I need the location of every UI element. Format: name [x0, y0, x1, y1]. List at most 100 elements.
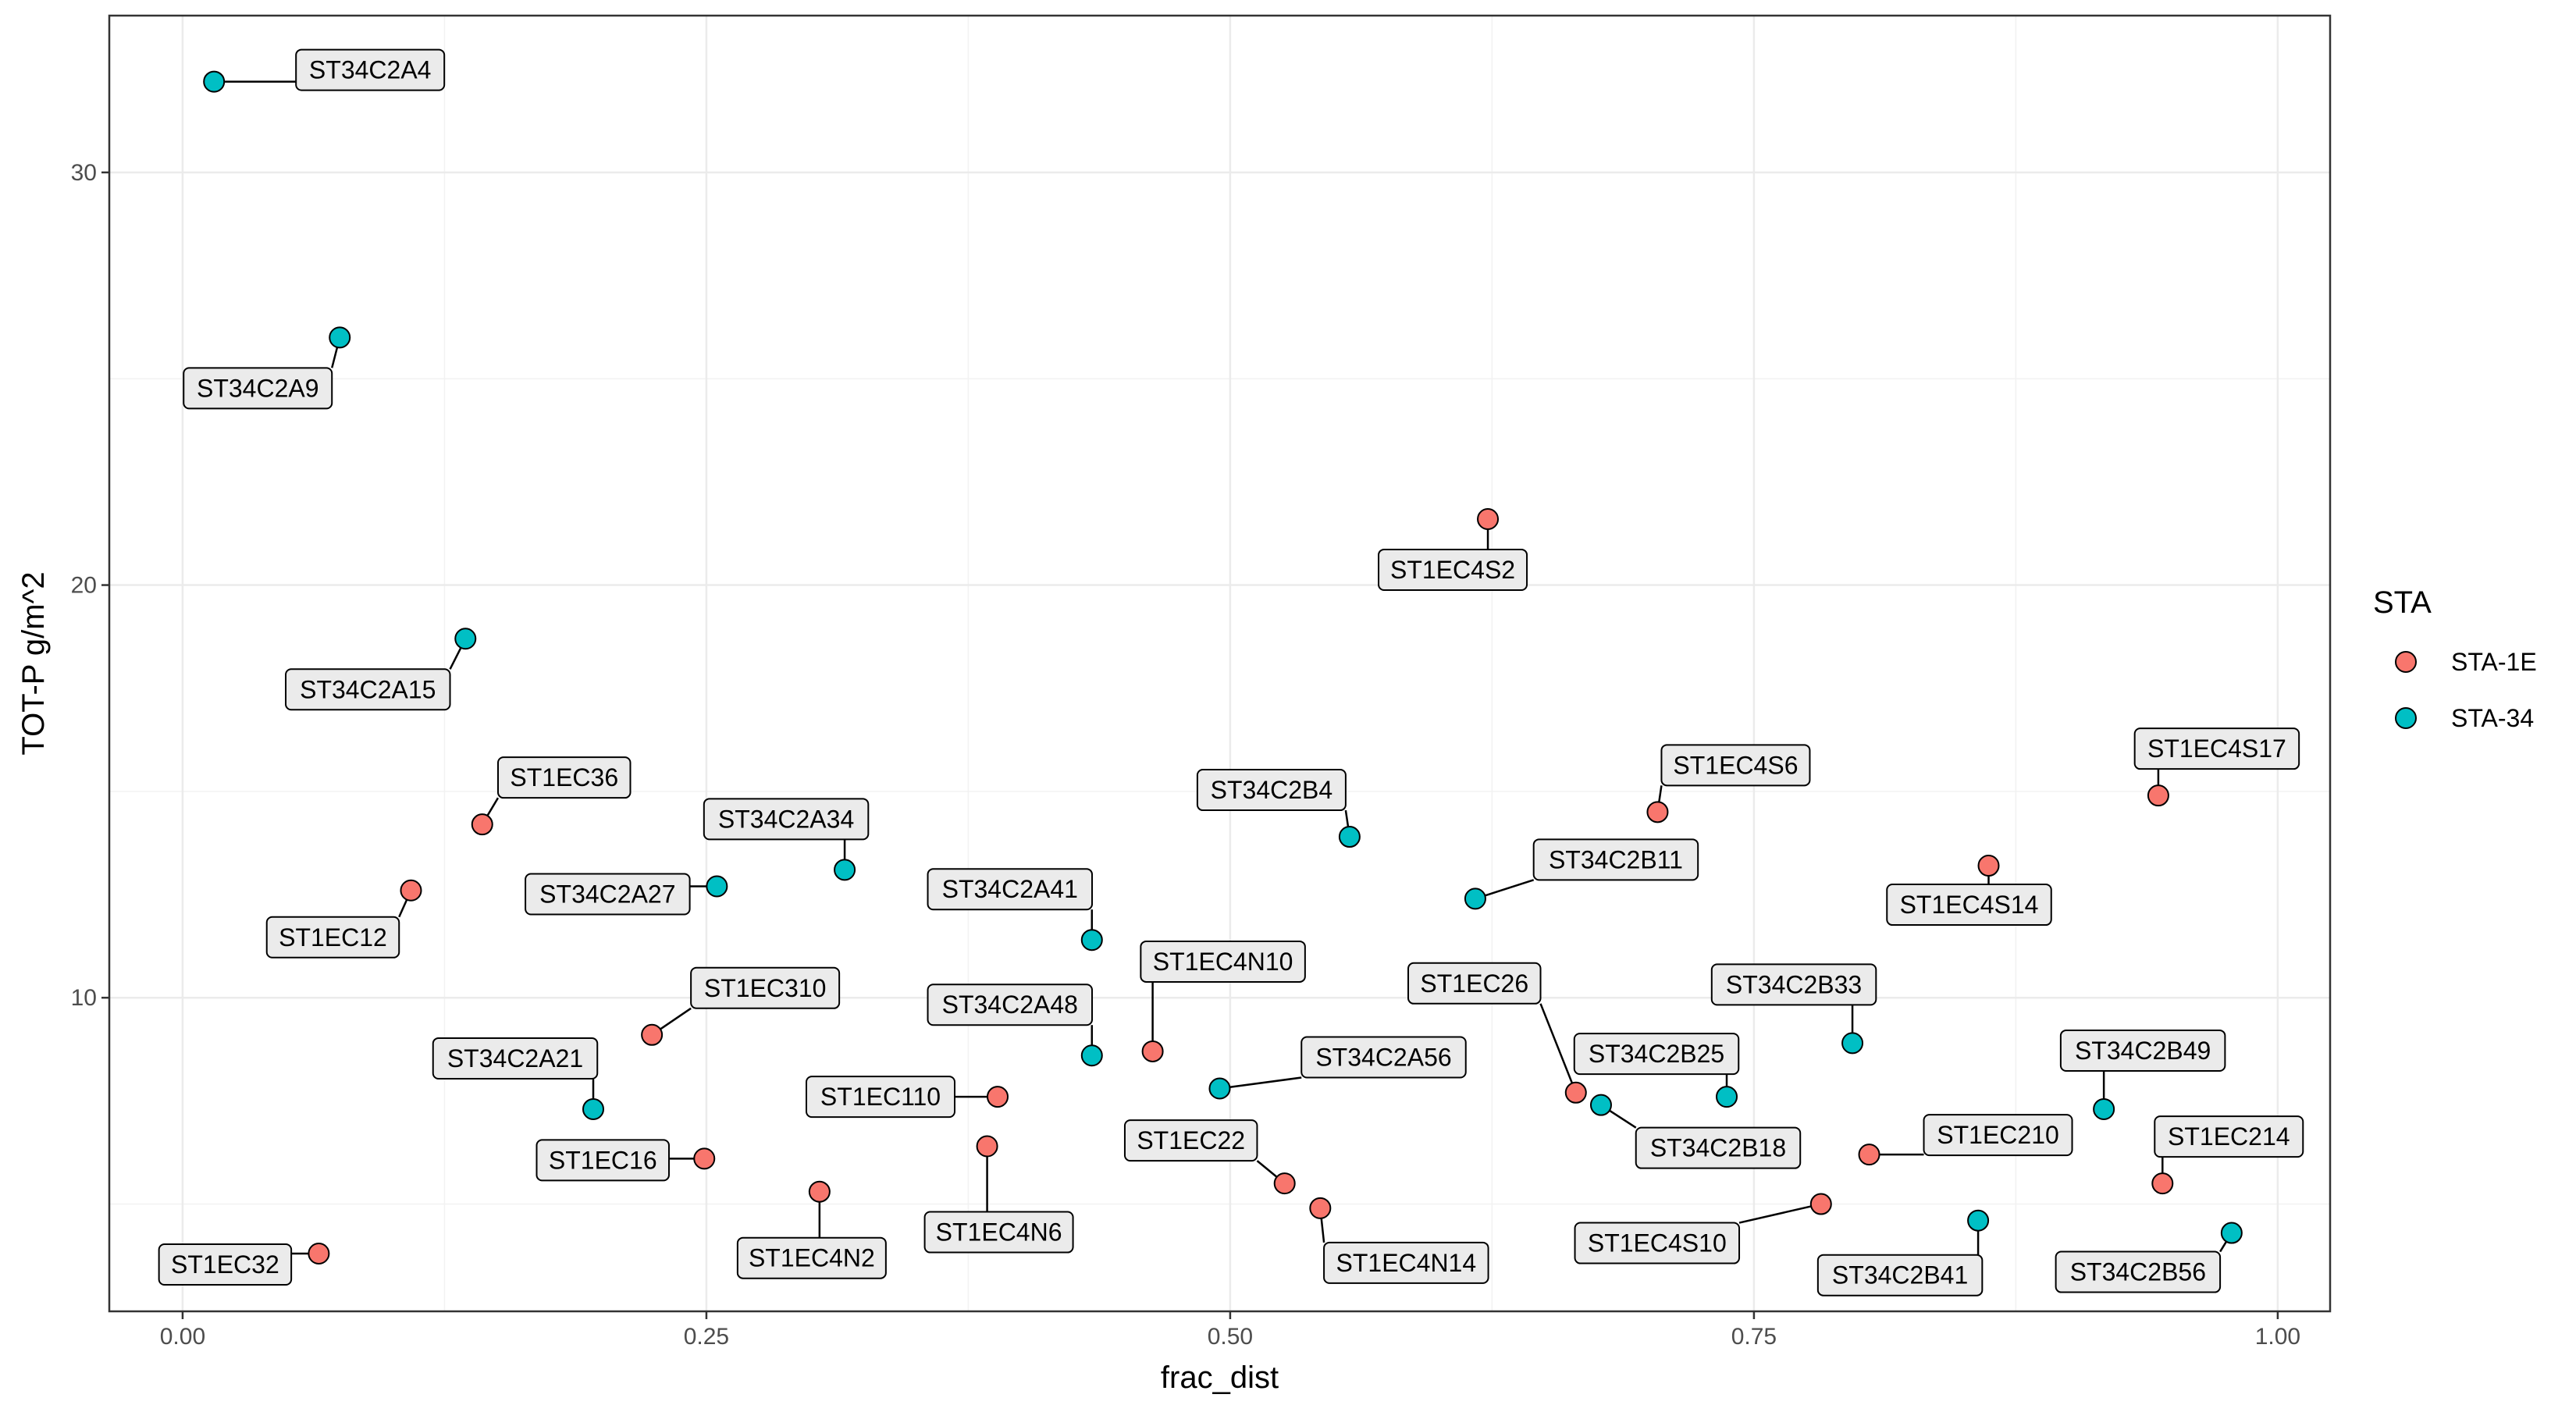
label-leader-line [1539, 1003, 1577, 1094]
label-leader-line [1738, 1203, 1822, 1224]
point-label-text: ST34C2A9 [197, 374, 319, 402]
point-label-box [2154, 1115, 2304, 1158]
point-label-text: ST1EC4S6 [1673, 751, 1798, 779]
point-label-st34c2a34: ST34C2A34 [703, 798, 870, 841]
point-label-text: ST34C2B4 [1211, 776, 1333, 804]
point-label-box [1140, 940, 1306, 983]
point-label-st1ec4n14: ST1EC4N14 [1323, 1241, 1489, 1284]
data-point-st34c2b49 [2093, 1097, 2115, 1120]
point-label-box [1300, 1036, 1467, 1079]
point-label-st1ec4s14: ST1EC4S14 [1886, 884, 2052, 927]
point-label-st34c2a21: ST34C2A21 [432, 1037, 599, 1080]
data-point-st34c2b56 [2220, 1222, 2243, 1244]
point-label-box [432, 1037, 599, 1080]
point-label-box [1573, 1033, 1740, 1076]
point-label-box [927, 868, 1094, 911]
data-point-st1ec22 [1273, 1172, 1296, 1195]
point-label-st1ec110: ST1EC110 [806, 1076, 955, 1119]
point-label-text: ST34C2A34 [718, 805, 854, 833]
point-label-text: ST34C2A56 [1315, 1044, 1451, 1072]
data-point-st34c2b41 [1967, 1209, 1990, 1232]
point-label-box [535, 1139, 670, 1182]
point-label-box [1378, 548, 1528, 591]
point-label-box [1923, 1114, 2073, 1157]
legend-key-sta-1e [2395, 651, 2417, 673]
data-point-st1ec16 [693, 1147, 716, 1170]
data-point-st34c2a48 [1080, 1044, 1103, 1067]
legend: STA STA-1E STA-34 [2373, 585, 2537, 732]
point-label-st34c2b49: ST34C2B49 [2059, 1029, 2226, 1072]
data-point-st1ec4s17 [2147, 784, 2169, 807]
data-point-st34c2b11 [1464, 887, 1486, 910]
point-label-box [923, 1211, 1074, 1254]
point-label-st1ec4s6: ST1EC4S6 [1660, 744, 1811, 787]
point-label-st1ec4s17: ST1EC4S17 [2133, 727, 2300, 770]
point-label-text: ST34C2B25 [1589, 1040, 1724, 1068]
data-point-st1ec4n2 [808, 1180, 831, 1203]
point-label-text: ST1EC12 [279, 923, 387, 951]
point-label-text: ST1EC4N6 [936, 1218, 1062, 1247]
y-tick-label: 20 [71, 573, 97, 599]
point-label-text: ST34C2B56 [2070, 1258, 2206, 1286]
point-label-text: ST1EC36 [510, 763, 618, 791]
data-point-st1ec4n6 [976, 1135, 998, 1158]
legend-label-sta-34: STA-34 [2451, 704, 2534, 732]
y-tick-label: 10 [71, 985, 97, 1011]
point-label-text: ST1EC4N2 [749, 1244, 875, 1272]
point-label-text: ST1EC4N14 [1336, 1249, 1477, 1277]
point-label-text: ST34C2A21 [447, 1044, 583, 1072]
x-tick-label: 1.00 [2255, 1324, 2300, 1350]
y-tick-label: 30 [71, 160, 97, 186]
data-points [203, 70, 2243, 1264]
data-point-st34c2b4 [1338, 826, 1361, 848]
point-label-st34c2b11: ST34C2B11 [1532, 838, 1699, 881]
point-label-box [703, 798, 870, 841]
point-label-box [183, 367, 333, 410]
point-label-text: ST34C2B11 [1549, 845, 1683, 873]
data-point-st1ec310 [641, 1023, 664, 1046]
point-label-box [525, 873, 691, 916]
data-point-st1ec4s14 [1977, 855, 2000, 877]
point-label-box [927, 984, 1094, 1026]
point-label-box [2133, 727, 2300, 770]
point-label-st1ec16: ST1EC16 [535, 1139, 670, 1182]
point-label-box [285, 668, 451, 711]
point-label-st34c2a27: ST34C2A27 [525, 873, 691, 916]
label-leader-line [1219, 1076, 1302, 1090]
point-label-box [690, 966, 841, 1009]
data-point-st34c2a21 [582, 1097, 604, 1120]
data-point-st1ec4n14 [1309, 1197, 1332, 1219]
point-label-box [806, 1076, 955, 1119]
x-axis: 0.00 0.25 0.50 0.75 1.00 [160, 1311, 2300, 1350]
point-label-text: ST1EC22 [1137, 1126, 1245, 1154]
x-tick-label: 0.50 [1208, 1324, 1253, 1350]
point-label-text: ST34C2A15 [300, 675, 436, 703]
point-label-text: ST1EC214 [2168, 1122, 2290, 1151]
point-label-text: ST1EC16 [549, 1146, 657, 1174]
y-axis: 10 20 30 [71, 160, 109, 1011]
point-label-st1ec36: ST1EC36 [496, 756, 632, 799]
data-point-st1ec4s6 [1646, 801, 1669, 823]
point-label-st34c2a15: ST34C2A15 [285, 668, 451, 711]
legend-key-sta-34 [2395, 707, 2417, 729]
point-label-text: ST34C2A27 [539, 880, 675, 908]
point-label-text: ST34C2A4 [309, 56, 432, 84]
data-point-st34c2b18 [1589, 1094, 1612, 1116]
data-point-st34c2a56 [1208, 1077, 1231, 1100]
point-label-box [496, 756, 632, 799]
point-labels: ST1EC32 ST1EC12 ST1EC36 ST1EC310 ST1EC16 ST1E… [158, 48, 2304, 1297]
plot-panel-border [108, 14, 2332, 1313]
y-axis-title: TOT-P g/m^2 [16, 571, 51, 755]
point-label-box [1660, 744, 1811, 787]
data-point-st34c2a4 [203, 70, 226, 93]
point-label-box [2055, 1250, 2222, 1293]
point-label-box [1710, 963, 1877, 1006]
point-label-box [295, 48, 446, 91]
point-label-box [1407, 962, 1542, 1005]
point-label-text: ST1EC26 [1420, 969, 1528, 998]
data-point-st1ec4s10 [1809, 1193, 1832, 1215]
legend-title: STA [2373, 585, 2432, 620]
point-label-st34c2b25: ST34C2B25 [1573, 1033, 1740, 1076]
point-label-text: ST34C2A41 [942, 875, 1078, 903]
